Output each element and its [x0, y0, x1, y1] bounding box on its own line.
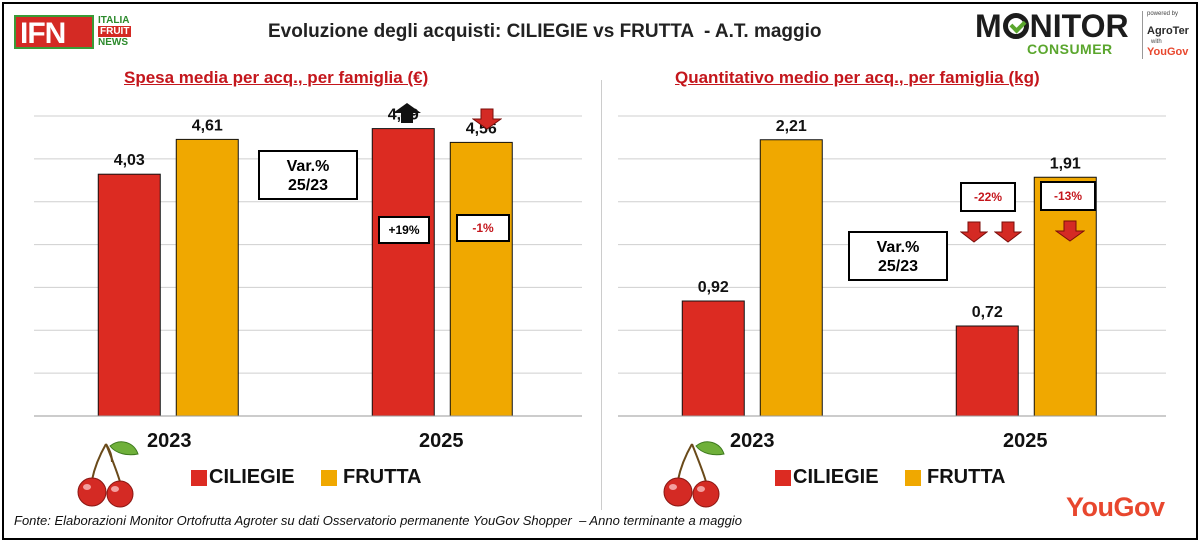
- mc-monitor-post: NITOR: [1029, 8, 1129, 44]
- down-arrow-icon: [472, 108, 502, 130]
- cherry-icon: [663, 441, 725, 508]
- right-legend: CILIEGIE FRUTTA: [775, 466, 1035, 490]
- source-footnote: Fonte: Elaborazioni Monitor Ortofrutta A…: [14, 513, 742, 528]
- right-bar-frutta-2023: [759, 139, 823, 417]
- right-category-2023: 2023: [730, 430, 775, 452]
- mc-monitor-text: M NITOR: [975, 9, 1129, 43]
- down-arrow-icon: [994, 221, 1022, 243]
- right-var-box: Var.% 25/23: [848, 231, 948, 281]
- legend-swatch-frutta: [905, 470, 921, 486]
- right-bar-ciliegie-2025: [955, 325, 1019, 417]
- mc-powered: powered by: [1147, 11, 1179, 17]
- mc-monitor-pre: M: [975, 8, 1002, 44]
- left-value-label-ciliegie-2023: 4,03: [114, 152, 145, 169]
- legend-swatch-ciliegie: [191, 470, 207, 486]
- right-category-2025: 2025: [1003, 430, 1048, 452]
- right-value-label-frutta-2023: 2,21: [776, 118, 807, 135]
- left-chart-title: Spesa media per acq., per famiglia (€): [124, 68, 429, 87]
- down-arrow-icon: [960, 221, 988, 243]
- legend-label-frutta: FRUTTA: [927, 466, 1006, 488]
- legend-swatch-ciliegie: [775, 470, 791, 486]
- right-value-label-frutta-2025: 1,91: [1050, 155, 1081, 172]
- mc-with: with: [1151, 39, 1162, 45]
- ifn-line-1: ITALIA: [98, 15, 130, 26]
- right-var-line2: 25/23: [877, 258, 919, 275]
- left-category-2023: 2023: [147, 430, 192, 452]
- right-change-ciliegie: -22%: [960, 182, 1016, 212]
- left-legend: CILIEGIE FRUTTA: [191, 466, 451, 490]
- left-var-line1: Var.%: [286, 158, 330, 175]
- left-change-frutta: -1%: [456, 214, 510, 242]
- left-bar-chart: 4,034,614,794,56: [34, 107, 582, 417]
- legend-label-ciliegie: CILIEGIE: [209, 466, 295, 488]
- right-var-line1: Var.%: [876, 239, 920, 256]
- monitor-consumer-logo: M NITOR CONSUMER powered by AgroTer with …: [975, 9, 1190, 61]
- left-category-2025: 2025: [419, 430, 464, 452]
- left-value-label-frutta-2023: 4,61: [192, 117, 223, 134]
- legend-swatch-frutta: [321, 470, 337, 486]
- ifn-logo-box: IFN: [14, 15, 94, 50]
- left-change-ciliegie: +19%: [378, 216, 430, 244]
- right-bar-chart: 0,92 2,21 0,72 1,91: [618, 115, 1166, 417]
- page-title: Evoluzione degli acquisti: CILIEGIE vs F…: [268, 21, 822, 42]
- down-arrow-icon: [1055, 220, 1085, 242]
- ifn-line-3: NEWS: [98, 37, 128, 48]
- ifn-line-2: FRUIT: [98, 26, 132, 37]
- left-bar-ciliegie-2025: [371, 128, 435, 417]
- left-bar-frutta-2023: [175, 138, 239, 417]
- left-bar-ciliegie-2023: [97, 173, 161, 417]
- right-chart-title: Quantitativo medio per acq., per famigli…: [675, 68, 1040, 87]
- ifn-logo-text: ITALIA FRUIT NEWS: [98, 15, 132, 48]
- panel-separator: [601, 80, 602, 510]
- cherry-icon: [77, 441, 139, 508]
- ifn-logo: IFN ITALIA FRUIT NEWS: [14, 13, 144, 53]
- mc-yougov: YouGov: [1147, 46, 1189, 58]
- mc-separator: [1142, 11, 1143, 59]
- mc-agroter: AgroTer: [1147, 25, 1189, 37]
- legend-label-frutta: FRUTTA: [343, 466, 422, 488]
- ifn-letters: IFN: [20, 17, 66, 50]
- left-var-line2: 25/23: [287, 177, 329, 194]
- right-value-label-ciliegie-2025: 0,72: [972, 304, 1003, 321]
- right-bar-ciliegie-2023: [681, 300, 745, 417]
- left-var-box: Var.% 25/23: [258, 150, 358, 200]
- mc-consumer-text: CONSUMER: [1027, 41, 1113, 57]
- legend-label-ciliegie: CILIEGIE: [793, 466, 879, 488]
- right-change-frutta: -13%: [1040, 181, 1096, 211]
- left-bar-frutta-2025: [449, 141, 513, 417]
- right-bar-frutta-2025: [1033, 176, 1097, 417]
- up-arrow-icon: [393, 103, 421, 123]
- right-value-label-ciliegie-2023: 0,92: [698, 279, 729, 296]
- yougov-logo: YouGov: [1066, 492, 1165, 522]
- checkmark-o-icon: [1002, 13, 1029, 39]
